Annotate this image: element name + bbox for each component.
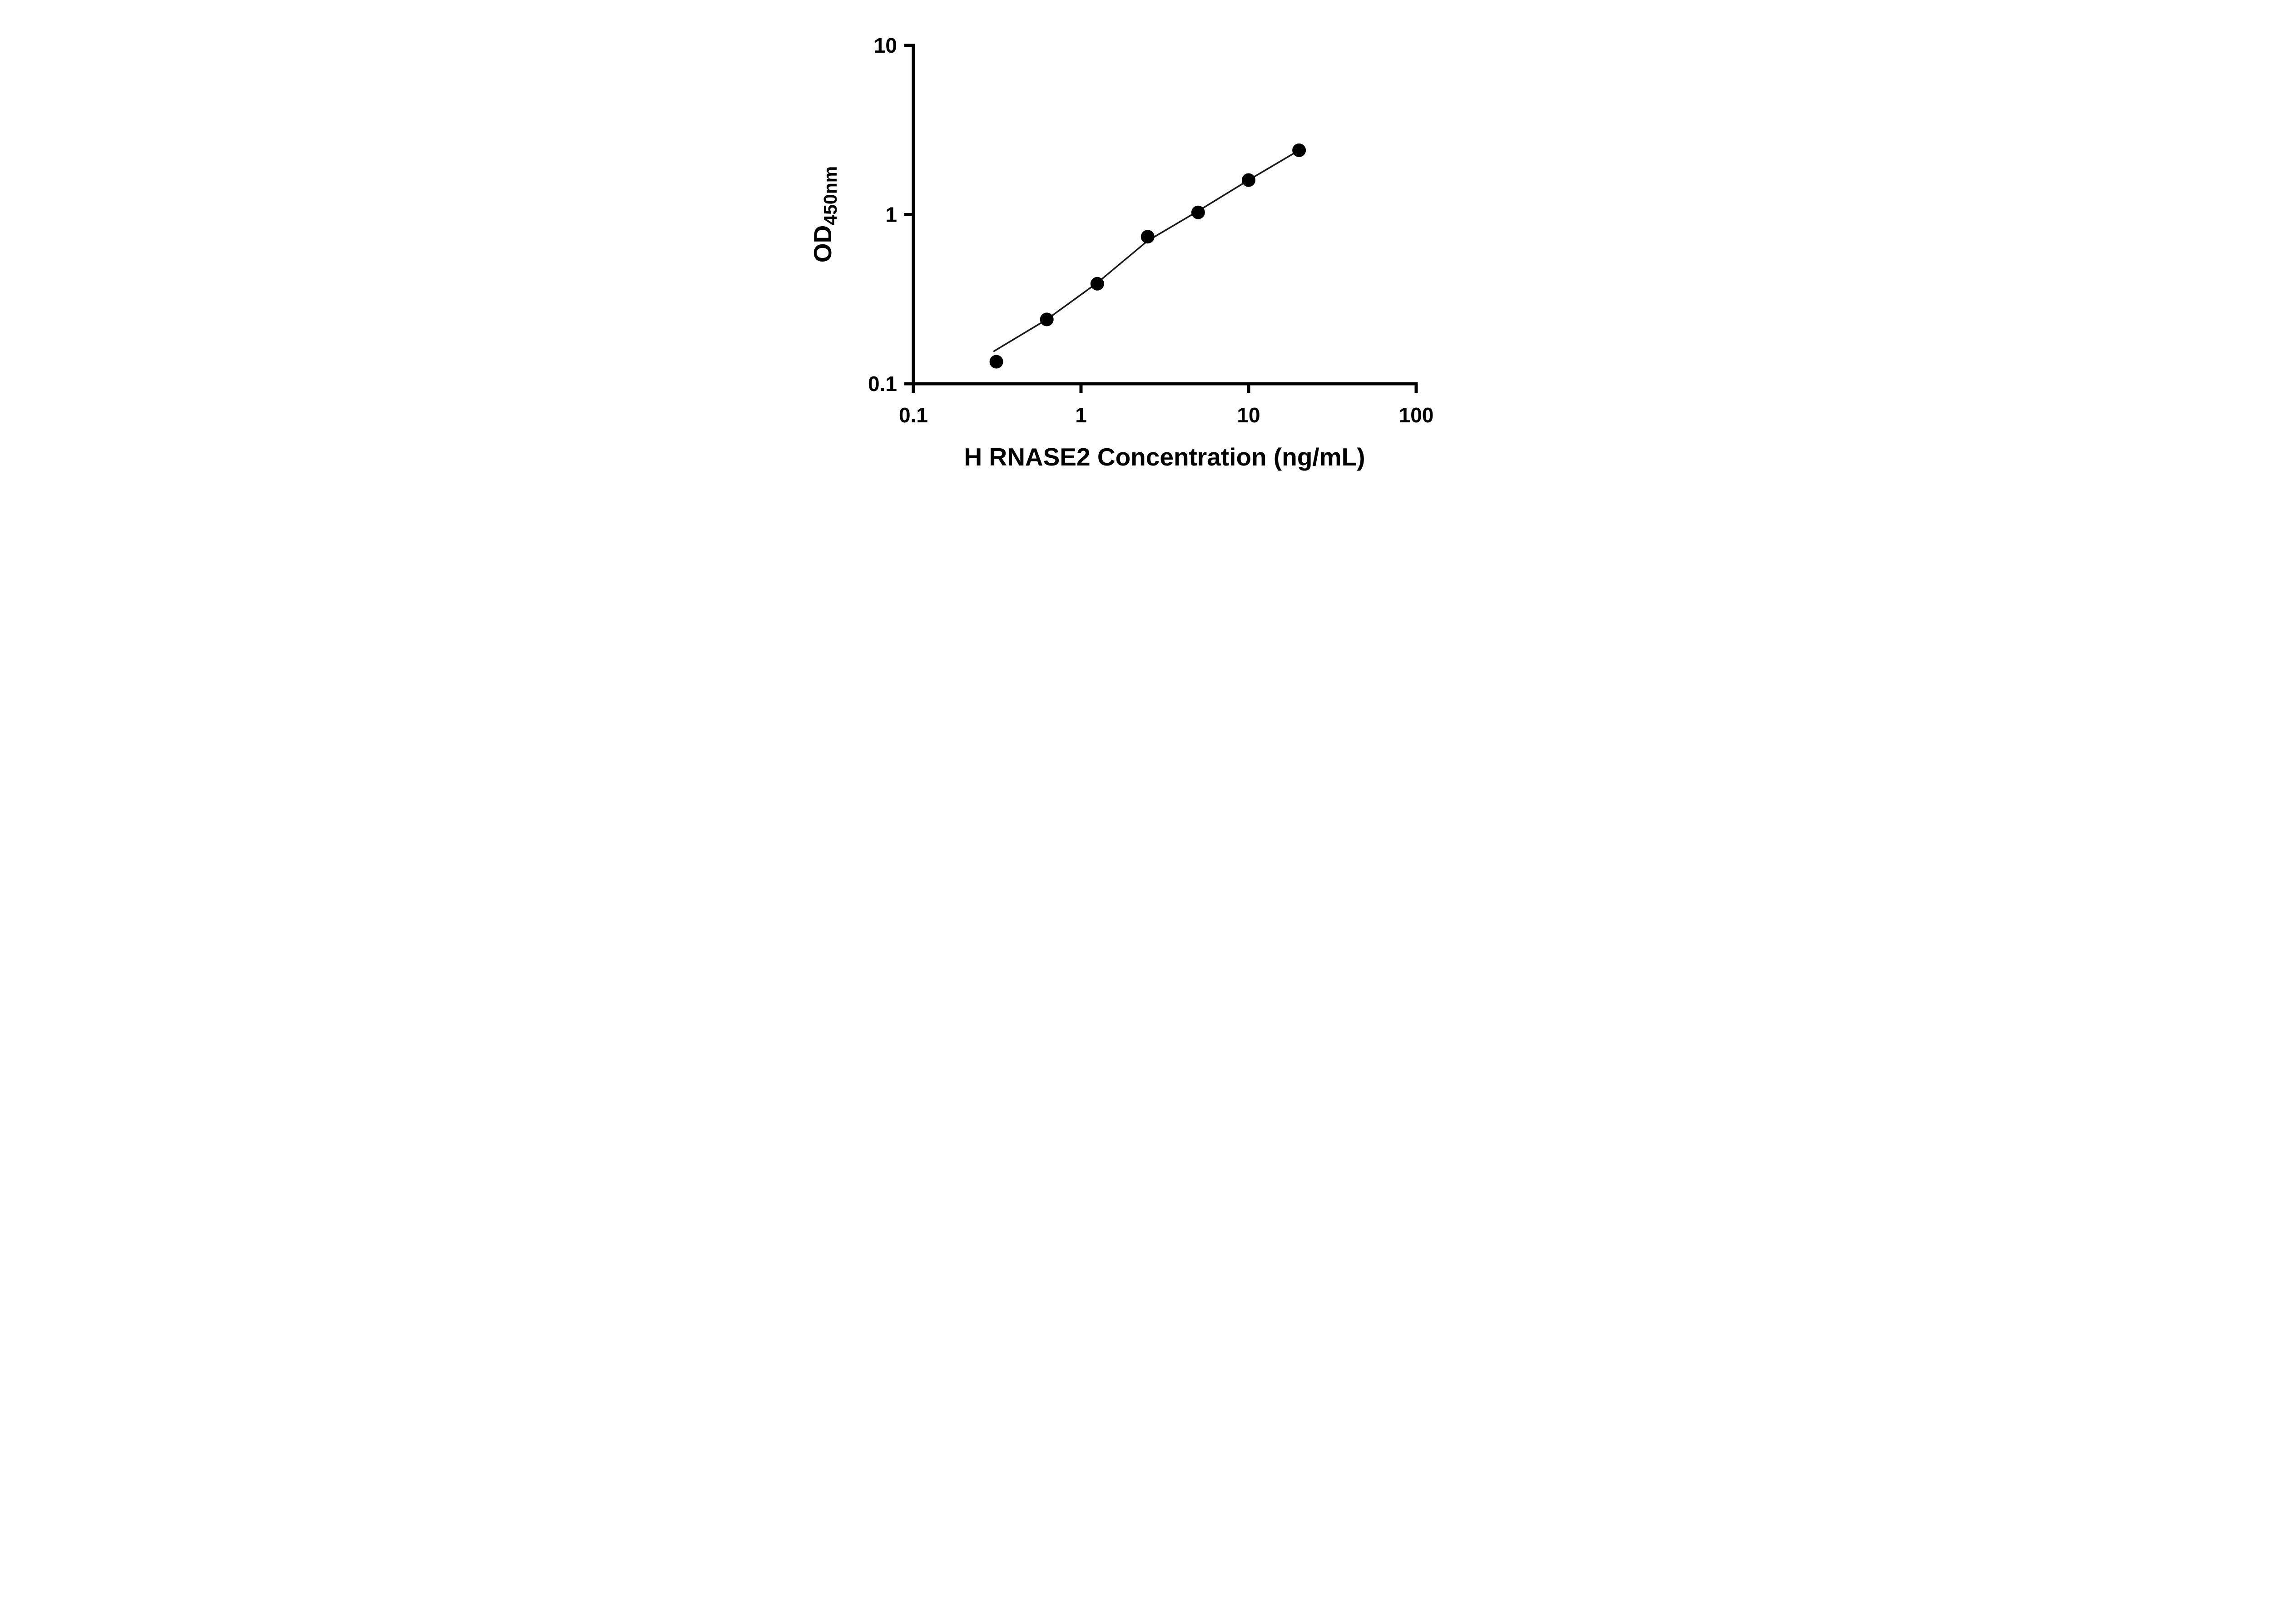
- elisa-standard-curve-figure: 0.1 1 10 100 0.1 1 10 H RNASE2 Concentration (…: [784, 0, 1487, 495]
- x-axis-tick-label: 0.1: [899, 403, 928, 427]
- y-axis-tick-label: 10: [873, 34, 897, 57]
- data-point: [1040, 312, 1054, 327]
- data-point: [989, 355, 1003, 369]
- data-point: [1292, 143, 1306, 157]
- data-point: [1140, 230, 1155, 244]
- y-axis-tick-label: 1: [885, 203, 897, 227]
- y-axis-title: OD450nm: [808, 166, 841, 262]
- data-point: [1191, 205, 1205, 219]
- x-axis-tick-label: 10: [1237, 403, 1260, 427]
- y-axis-tick-label: 0.1: [868, 372, 897, 396]
- data-point: [1241, 173, 1255, 187]
- x-axis-title: H RNASE2 Concentration (ng/mL): [964, 443, 1365, 471]
- x-axis-tick-label: 100: [1398, 403, 1433, 427]
- y-axis-title-main: OD: [808, 225, 837, 263]
- standard-curve-chart: 0.1 1 10 100 0.1 1 10 H RNASE2 Concentration (…: [784, 0, 1487, 495]
- data-point: [1090, 277, 1104, 291]
- x-axis-tick-label: 1: [1075, 403, 1087, 427]
- axis-lines: [912, 44, 1418, 386]
- plot-area: 0.1 1 10 100 0.1 1 10: [868, 34, 1433, 427]
- y-axis-title-subscript: 450nm: [820, 166, 841, 225]
